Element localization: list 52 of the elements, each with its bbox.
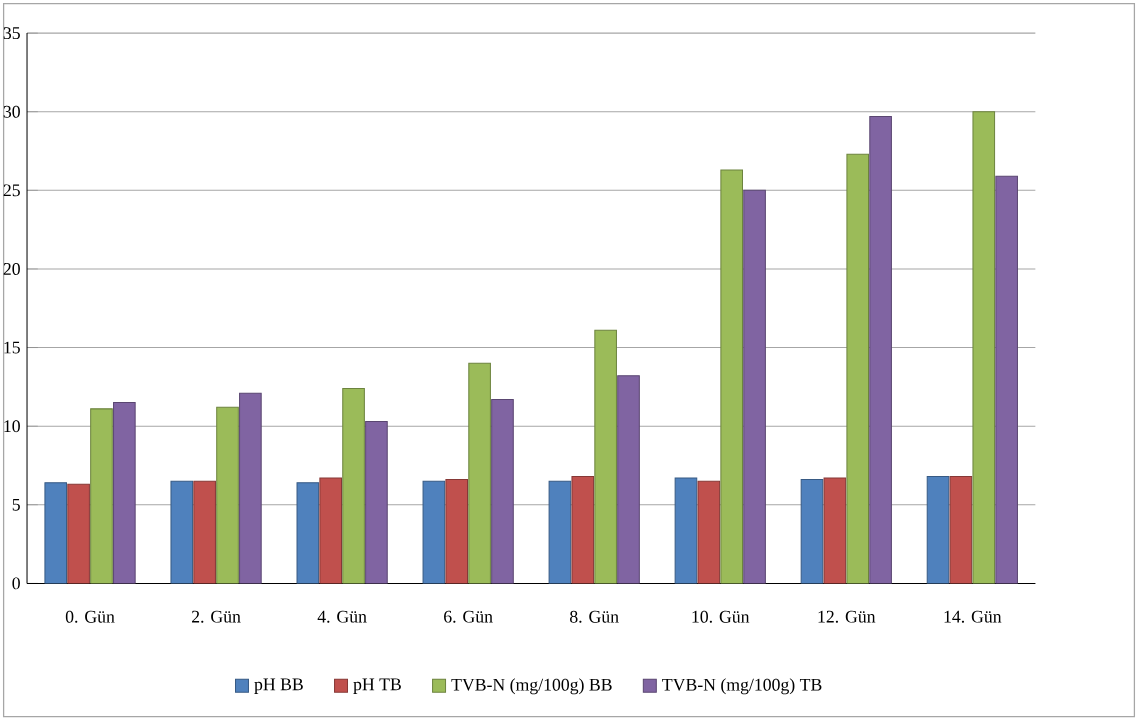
bar (193, 480, 216, 584)
bar (491, 398, 514, 584)
bar (67, 483, 90, 584)
bar (617, 375, 640, 584)
bar (674, 477, 698, 584)
bar (365, 420, 388, 584)
bar (548, 480, 572, 584)
bar (995, 175, 1018, 584)
y-tick-label: 10 (4, 420, 20, 433)
y-tick-label: 25 (3, 184, 20, 197)
bar (800, 479, 824, 584)
bar (697, 480, 721, 584)
bar (216, 406, 239, 584)
bar (170, 480, 194, 584)
y-tick-label: 0 (12, 577, 20, 590)
bar (926, 475, 950, 584)
legend-label: TVB-N (mg/100g) BB (451, 678, 612, 695)
bar (468, 362, 491, 584)
y-tick-label: 35 (3, 27, 20, 39)
x-tick-label: 8. Gün (570, 610, 619, 623)
x-tick-label: 10. Gün (692, 610, 750, 623)
x-tick-label: 14. Gün (944, 610, 1002, 623)
bar (319, 477, 342, 584)
bar (846, 153, 870, 584)
y-tick-label: 5 (12, 498, 20, 511)
bar (422, 480, 446, 584)
bar (720, 169, 743, 584)
bar (823, 477, 847, 584)
y-tick-label: 20 (3, 262, 20, 275)
x-tick-label: 4. Gün (317, 610, 367, 623)
x-tick-label: 6. Gün (444, 610, 493, 623)
y-tick-label: 15 (4, 341, 20, 354)
bar (239, 392, 262, 584)
bar (743, 189, 766, 584)
bar (445, 479, 469, 584)
legend-label: pH TB (353, 678, 401, 694)
bar (869, 115, 892, 584)
bar (571, 475, 595, 584)
x-tick-label: 12. Gün (818, 610, 876, 623)
bar (113, 401, 136, 584)
x-tick-label: 0. Gün (65, 610, 115, 623)
bar (90, 408, 113, 584)
bar (949, 475, 973, 584)
bar (342, 387, 365, 584)
legend-label: pH BB (254, 678, 303, 694)
bar (296, 482, 320, 584)
y-tick-label: 30 (3, 105, 20, 118)
legend-label: TVB-N (mg/100g) TB (662, 678, 822, 695)
bar (972, 111, 996, 584)
x-tick-label: 2. Gün (192, 610, 241, 623)
bar (594, 329, 617, 584)
bar (44, 482, 68, 584)
